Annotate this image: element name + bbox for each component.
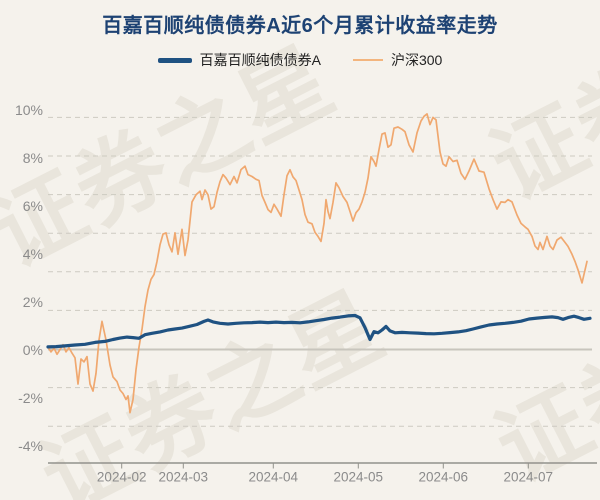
chart-legend: 百嘉百顺纯债债券A 沪深300	[0, 50, 600, 70]
legend-item-fund: 百嘉百顺纯债债券A	[157, 50, 321, 70]
fund-line-swatch	[157, 57, 192, 63]
x-axis-label: 2024-04	[249, 470, 299, 485]
y-axis-label: 6%	[23, 198, 43, 214]
y-axis-label: -4%	[18, 438, 43, 454]
legend-label-index: 沪深300	[390, 52, 443, 68]
x-axis-label: 2024-03	[159, 470, 209, 485]
x-axis-label: 2024-06	[419, 470, 469, 485]
y-axis-label: -2%	[18, 390, 43, 406]
y-axis-label: 8%	[23, 150, 43, 166]
y-axis-label: 4%	[23, 246, 43, 262]
legend-item-index: 沪深300	[352, 50, 443, 70]
y-axis-label: 10%	[15, 102, 43, 118]
x-axis-label: 2024-07	[504, 470, 554, 485]
y-axis-label: 0%	[23, 342, 43, 358]
legend-label-fund: 百嘉百顺纯债债券A	[199, 52, 321, 68]
index-series-line	[47, 113, 588, 414]
x-axis-label: 2024-02	[97, 470, 147, 485]
y-axis-label: 2%	[23, 294, 43, 310]
chart-title: 百嘉百顺纯债债券A近6个月累计收益率走势	[102, 15, 498, 37]
fund-series-line	[46, 313, 592, 349]
index-line-swatch	[352, 59, 383, 61]
x-axis-label: 2024-05	[334, 470, 384, 485]
